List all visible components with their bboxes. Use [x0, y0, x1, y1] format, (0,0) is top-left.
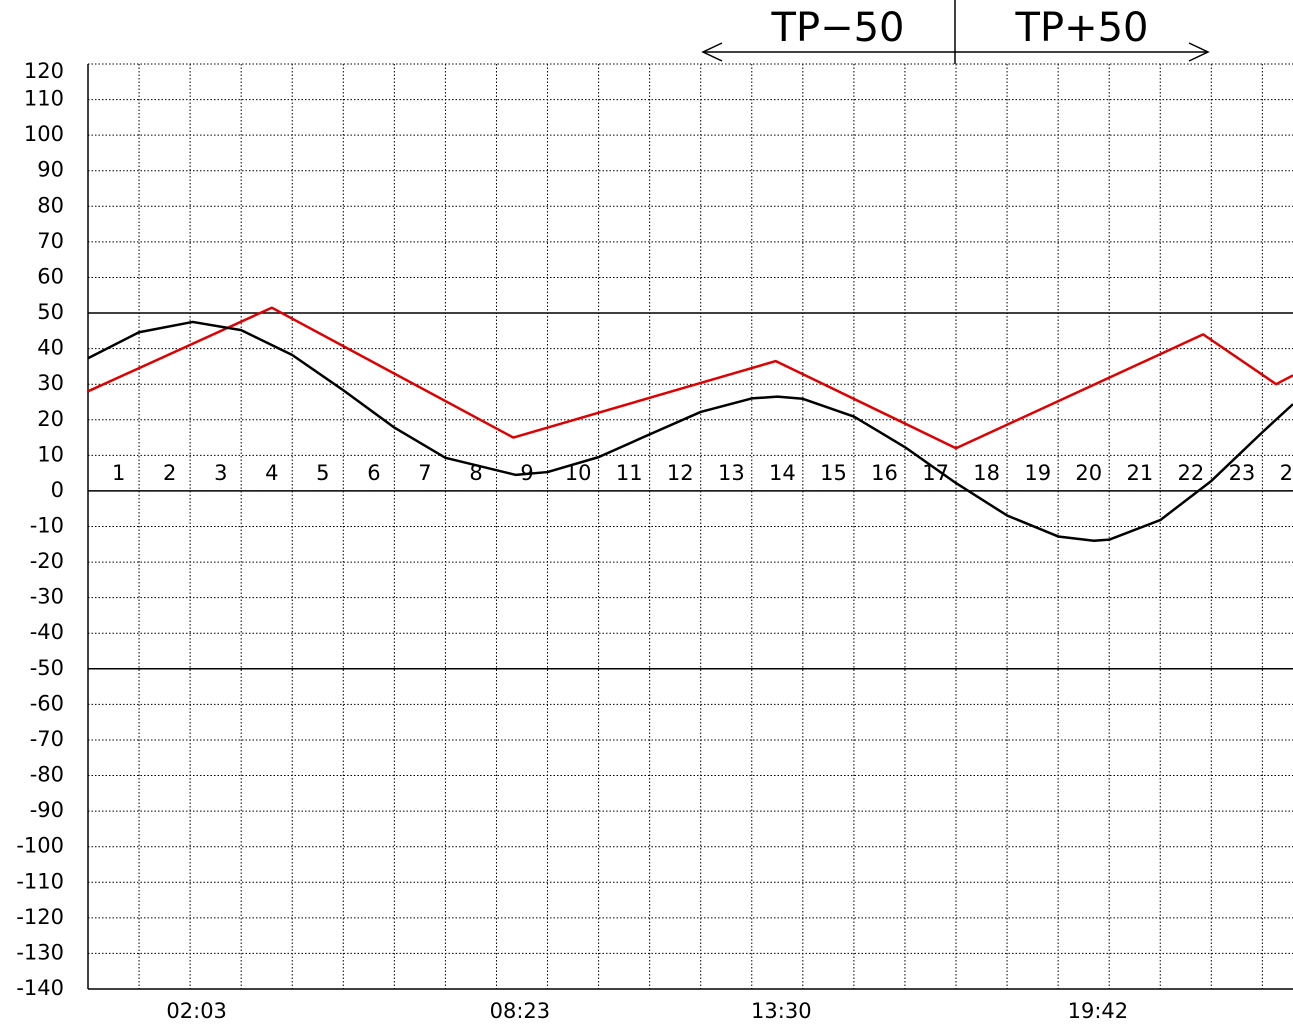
- y-tick-label: 50: [37, 300, 64, 324]
- hour-label: 20: [1075, 461, 1102, 485]
- y-tick-label: -80: [30, 763, 64, 787]
- x-tick-label: 19:42: [1068, 999, 1129, 1023]
- y-tick-label: -140: [16, 976, 64, 1000]
- hour-label: 4: [265, 461, 278, 485]
- hour-label: 18: [973, 461, 1000, 485]
- y-tick-label: 100: [24, 122, 64, 146]
- hour-label: 24: [1280, 461, 1293, 485]
- y-tick-label: 120: [24, 59, 64, 83]
- hour-label: 5: [316, 461, 329, 485]
- hour-label: 15: [820, 461, 847, 485]
- y-tick-label: 10: [37, 442, 64, 466]
- series-line: [87, 306, 1293, 450]
- y-tick-label: -110: [16, 869, 64, 893]
- annotation: TP−50: [771, 5, 905, 51]
- y-tick-label: -10: [30, 514, 64, 538]
- hour-label: 21: [1126, 461, 1153, 485]
- y-tick-label: 30: [37, 371, 64, 395]
- y-tick-label: -90: [30, 798, 64, 822]
- y-tick-label: -50: [30, 656, 64, 680]
- hour-label: 22: [1178, 461, 1205, 485]
- y-tick-label: -100: [16, 834, 64, 858]
- hour-label: 2: [163, 461, 176, 485]
- hour-label: 23: [1229, 461, 1256, 485]
- hour-label: 13: [718, 461, 745, 485]
- hour-label: 12: [667, 461, 694, 485]
- annotation: TP+50: [1015, 5, 1149, 51]
- x-tick-label: 02:03: [166, 999, 227, 1023]
- y-tick-label: -30: [30, 585, 64, 609]
- hour-label: 7: [418, 461, 431, 485]
- y-tick-label: -20: [30, 549, 64, 573]
- x-tick-label: 08:23: [490, 999, 551, 1023]
- hour-label: 3: [214, 461, 227, 485]
- hour-label: 17: [922, 461, 949, 485]
- hour-label: 19: [1024, 461, 1051, 485]
- arrow-head: [1188, 42, 1210, 62]
- y-tick-label: 110: [24, 87, 64, 111]
- y-tick-label: 40: [37, 336, 64, 360]
- y-tick-label: -120: [16, 905, 64, 929]
- y-tick-label: -60: [30, 691, 64, 715]
- y-tick-label: -130: [16, 940, 64, 964]
- y-tick-label: 70: [37, 229, 64, 253]
- series-line: [87, 320, 1293, 542]
- y-tick-label: 20: [37, 407, 64, 431]
- hour-label: 6: [367, 461, 380, 485]
- y-tick-label: -40: [30, 620, 64, 644]
- y-tick-label: -70: [30, 727, 64, 751]
- arrow-head: [701, 42, 723, 62]
- hour-label: 16: [871, 461, 898, 485]
- hour-label: 14: [769, 461, 796, 485]
- y-tick-label: 0: [51, 478, 64, 502]
- y-tick-label: 80: [37, 193, 64, 217]
- hour-label: 1: [112, 461, 125, 485]
- x-tick-label: 13:30: [751, 999, 812, 1023]
- y-tick-label: 60: [37, 264, 64, 288]
- hour-label: 11: [616, 461, 643, 485]
- y-tick-label: 90: [37, 158, 64, 182]
